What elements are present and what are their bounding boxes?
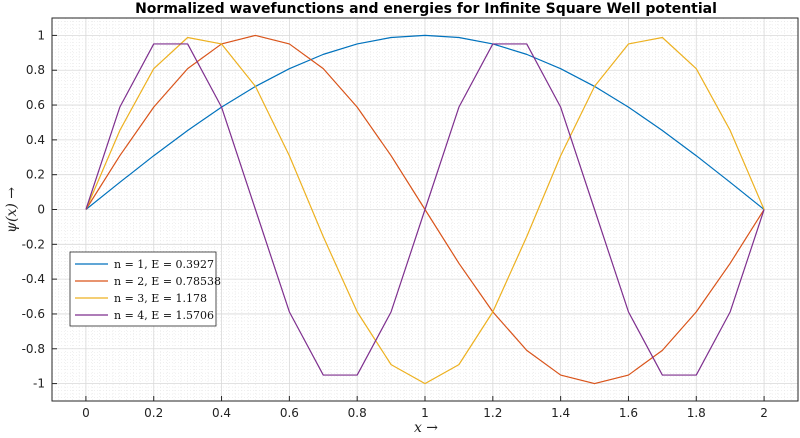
y-tick-label: 0.8 — [26, 63, 45, 77]
y-axis-ticks: 1 0.8 0.6 0.4 0.2 0 -0.2 -0.4 -0.6 -0.8 -1 — [22, 28, 57, 391]
legend-entry-n3: n = 3, E = 1.178 — [114, 292, 207, 305]
legend-entry-n4: n = 4, E = 1.5706 — [114, 309, 214, 322]
y-tick-label: -1 — [33, 377, 45, 391]
x-axis-ticks: 0 0.2 0.4 0.6 0.8 1 1.2 1.4 1.6 1.8 2 — [82, 396, 768, 420]
series-layer — [85, 34, 765, 385]
x-tick-label: 2 — [760, 406, 768, 420]
y-tick-label: -0.2 — [22, 237, 45, 251]
y-tick-label: -0.4 — [22, 272, 45, 286]
y-tick-label: 0 — [37, 203, 45, 217]
legend-entry-n2: n = 2, E = 0.78538 — [114, 275, 221, 288]
y-tick-label: -0.6 — [22, 307, 45, 321]
y-tick-label: 0.4 — [26, 133, 45, 147]
x-tick-label: 0.4 — [212, 406, 231, 420]
chart-title: Normalized wavefunctions and energies fo… — [135, 1, 717, 17]
x-axis-label: x → — [414, 420, 438, 436]
series-line-n4 — [85, 43, 765, 376]
y-tick-label: -0.8 — [22, 342, 45, 356]
x-tick-label: 0.8 — [348, 406, 367, 420]
y-axis-label: ψ(x) → — [4, 187, 20, 233]
series-line-n1 — [85, 34, 765, 210]
x-tick-label: 0 — [82, 406, 90, 420]
x-tick-label: 0.2 — [144, 406, 163, 420]
y-tick-label: 0.2 — [26, 168, 45, 182]
legend-entry-n1: n = 1, E = 0.3927 — [114, 258, 214, 271]
x-tick-label: 1.2 — [483, 406, 502, 420]
x-tick-label: 1.8 — [687, 406, 706, 420]
y-tick-label: 1 — [37, 28, 45, 42]
x-tick-label: 1.4 — [551, 406, 570, 420]
legend: n = 1, E = 0.3927 n = 2, E = 0.78538 n = 3… — [69, 251, 221, 327]
x-tick-label: 0.6 — [280, 406, 299, 420]
x-tick-label: 1.6 — [619, 406, 638, 420]
x-tick-label: 1 — [421, 406, 429, 420]
y-tick-label: 0.6 — [26, 98, 45, 112]
series-line-n3 — [85, 36, 765, 385]
